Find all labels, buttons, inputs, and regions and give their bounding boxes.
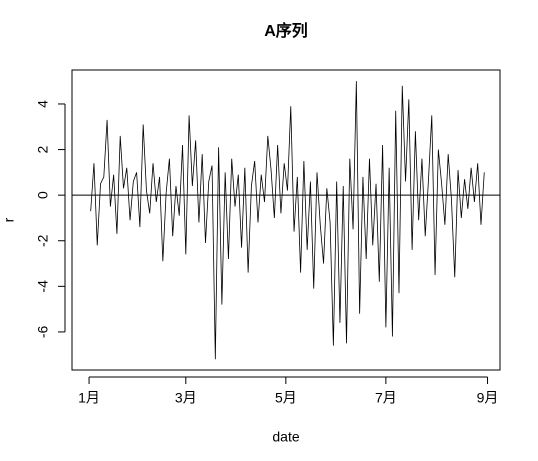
x-tick-label: 1月 [78,390,100,406]
y-axis-label: r [1,217,17,222]
y-tick-label: 2 [35,145,51,153]
series-line [90,81,485,360]
x-tick-label: 5月 [275,390,297,406]
y-tick-label: -4 [35,280,51,293]
y-tick-label: -2 [35,234,51,247]
y-tick-label: 0 [35,191,51,199]
plot-frame [71,69,501,371]
chart-title: A序列 [264,21,308,40]
x-tick-label: 3月 [175,390,197,406]
y-tick-label: -6 [35,325,51,338]
x-tick-label: 9月 [477,390,499,406]
y-tick-label: 4 [35,100,51,108]
x-axis-label: date [272,429,299,445]
x-tick-label: 7月 [375,390,397,406]
